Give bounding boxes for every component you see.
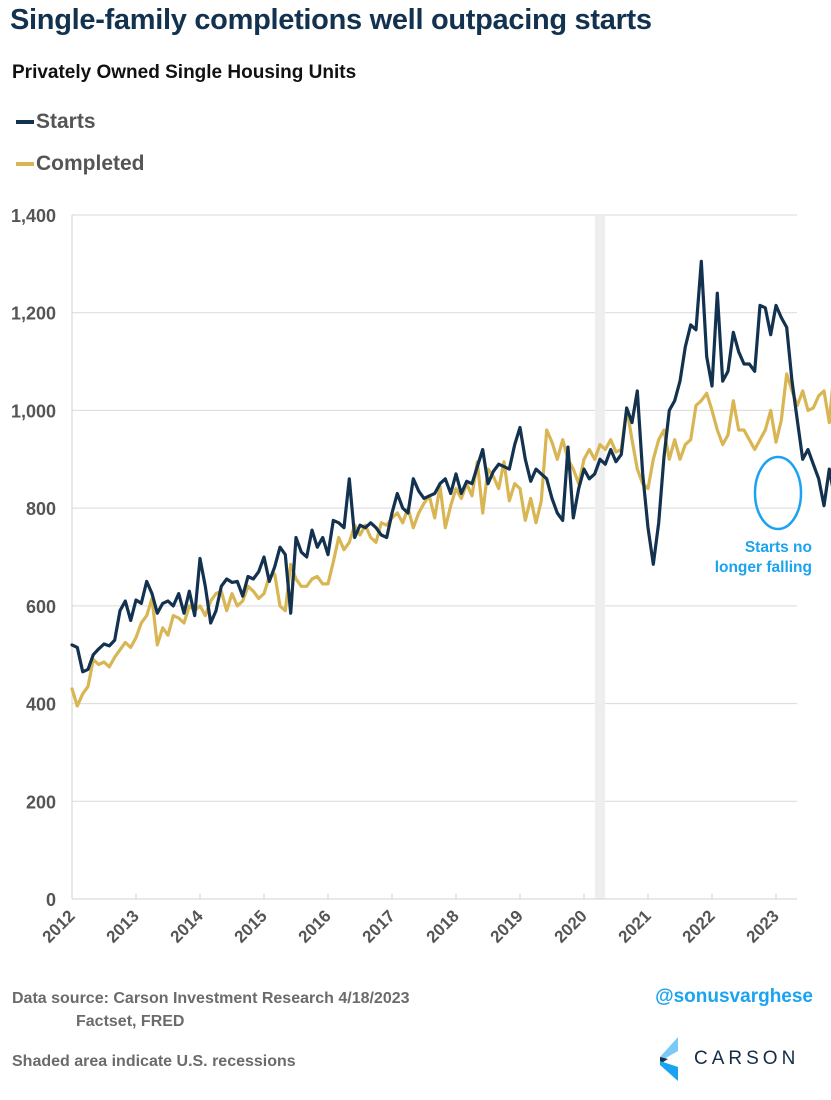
annotation-line-1: Starts no bbox=[745, 539, 812, 556]
x-tick-label: 2014 bbox=[167, 906, 208, 947]
x-tick-label: 2013 bbox=[103, 906, 143, 946]
data-source-line-2: Factset, FRED bbox=[76, 1013, 185, 1030]
annotation-line-2: longer falling bbox=[715, 559, 812, 576]
legend-item-starts: Starts bbox=[16, 110, 96, 134]
x-tick-label: 2015 bbox=[231, 906, 271, 946]
recession-band bbox=[594, 215, 606, 899]
x-tick-label: 2012 bbox=[39, 906, 79, 946]
carson-logo: CARSON bbox=[656, 1037, 799, 1081]
series-line-starts bbox=[70, 259, 831, 674]
x-tick-label: 2016 bbox=[295, 906, 335, 946]
x-tick-label: 2018 bbox=[423, 906, 463, 946]
y-tick-label: 200 bbox=[26, 792, 56, 812]
legend-label-completed: Completed bbox=[36, 152, 145, 175]
data-source: Data source: Carson Investment Research … bbox=[12, 990, 410, 1007]
recession-shading bbox=[594, 215, 606, 899]
carson-logo-icon bbox=[660, 1037, 678, 1081]
series-lines bbox=[70, 259, 831, 708]
carson-logo-text: CARSON bbox=[694, 1048, 800, 1069]
x-tick-label: 2022 bbox=[679, 906, 719, 946]
line-chart: 0 200 400 600 800 1,000 1,200 1,400 2012 2013 2014… bbox=[11, 206, 831, 947]
legend-label-starts: Starts bbox=[36, 110, 96, 133]
twitter-handle[interactable]: @sonusvarghese bbox=[655, 986, 813, 1007]
annotation-circle bbox=[753, 455, 803, 531]
y-tick-label: 0 bbox=[46, 890, 56, 910]
y-tick-label: 1,400 bbox=[11, 206, 56, 226]
x-tick-label: 2019 bbox=[487, 906, 527, 946]
legend-swatch-completed bbox=[16, 162, 34, 166]
gridlines bbox=[72, 214, 797, 802]
y-tick-label: 800 bbox=[26, 499, 56, 519]
x-tick-label: 2020 bbox=[551, 906, 591, 946]
chart-title: Single-family completions well outpacing… bbox=[10, 4, 652, 36]
x-tick-label: 2023 bbox=[743, 906, 783, 946]
x-tick-label: 2021 bbox=[615, 906, 655, 946]
x-tick-label: 2017 bbox=[359, 906, 399, 946]
series-line-completed bbox=[70, 372, 831, 708]
chart-subtitle: Privately Owned Single Housing Units bbox=[12, 62, 357, 83]
y-tick-label: 1,200 bbox=[11, 304, 56, 324]
legend-item-completed: Completed bbox=[16, 152, 145, 176]
annotation: Starts no longer falling bbox=[715, 455, 812, 576]
y-tick-label: 1,000 bbox=[11, 401, 56, 421]
recession-note: Shaded area indicate U.S. recessions bbox=[12, 1053, 296, 1070]
y-tick-label: 400 bbox=[26, 695, 56, 715]
y-tick-label: 600 bbox=[26, 597, 56, 617]
legend-swatch-starts bbox=[16, 120, 34, 124]
axes: 0 200 400 600 800 1,000 1,200 1,400 2012 2013 2014… bbox=[11, 206, 797, 947]
